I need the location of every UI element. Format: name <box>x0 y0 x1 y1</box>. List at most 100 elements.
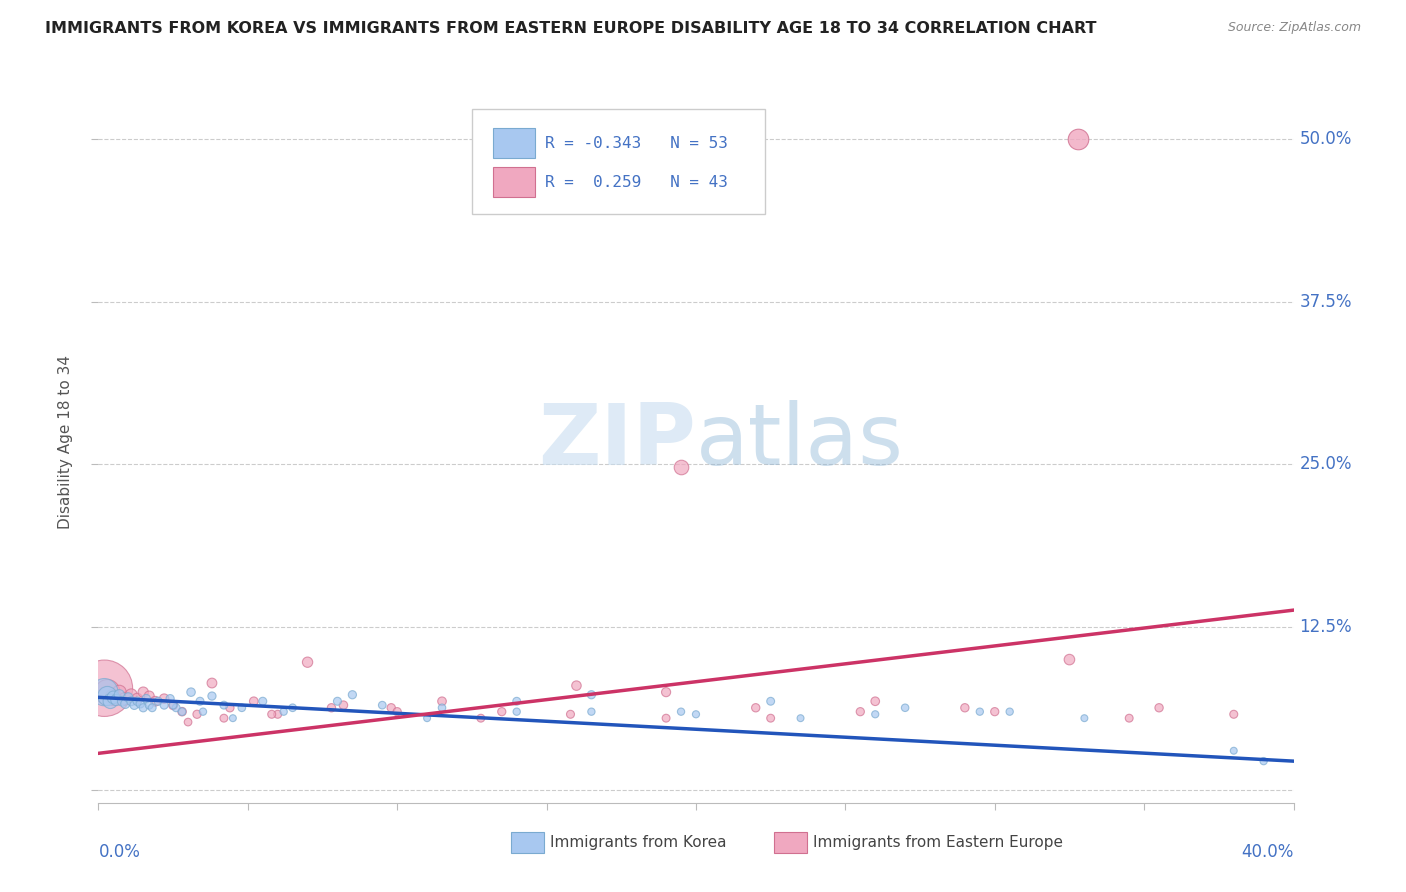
Point <box>103 690 125 705</box>
Point <box>117 690 139 705</box>
Text: atlas: atlas <box>696 400 904 483</box>
Point <box>172 705 194 719</box>
Y-axis label: Disability Age 18 to 34: Disability Age 18 to 34 <box>58 354 73 529</box>
Point <box>159 691 181 706</box>
Point <box>96 689 118 703</box>
Point <box>153 691 176 706</box>
Text: Immigrants from Eastern Europe: Immigrants from Eastern Europe <box>813 835 1063 850</box>
Text: 0.0%: 0.0% <box>98 843 141 861</box>
FancyBboxPatch shape <box>510 831 544 854</box>
Text: 12.5%: 12.5% <box>1299 618 1353 636</box>
Point <box>380 700 402 714</box>
Point <box>1118 711 1140 725</box>
Point <box>789 711 811 725</box>
Point <box>849 705 872 719</box>
Point <box>1067 132 1090 146</box>
Point <box>231 700 253 714</box>
Point <box>201 689 224 703</box>
Point <box>172 705 194 719</box>
Point <box>581 688 603 702</box>
Point <box>894 700 917 714</box>
Point <box>655 685 678 699</box>
Point <box>141 700 163 714</box>
Point <box>212 698 235 713</box>
Point <box>120 688 142 702</box>
Point <box>114 691 136 706</box>
Point <box>222 711 245 725</box>
Point <box>180 685 202 699</box>
Point <box>108 688 131 702</box>
Text: IMMIGRANTS FROM KOREA VS IMMIGRANTS FROM EASTERN EUROPE DISABILITY AGE 18 TO 34 : IMMIGRANTS FROM KOREA VS IMMIGRANTS FROM… <box>45 21 1097 37</box>
Point <box>135 691 157 706</box>
Point <box>103 690 125 705</box>
Point <box>685 707 707 722</box>
Text: 50.0%: 50.0% <box>1299 130 1353 148</box>
Point <box>124 698 146 713</box>
Text: Source: ZipAtlas.com: Source: ZipAtlas.com <box>1227 21 1361 35</box>
Point <box>120 694 142 708</box>
Point <box>953 700 976 714</box>
FancyBboxPatch shape <box>494 167 534 197</box>
Point <box>96 685 118 699</box>
Point <box>148 694 170 708</box>
Point <box>371 698 394 713</box>
Point <box>98 694 122 708</box>
Text: ZIP: ZIP <box>538 400 696 483</box>
Point <box>129 697 152 711</box>
Point <box>93 685 115 699</box>
FancyBboxPatch shape <box>472 109 765 214</box>
Point <box>865 707 887 722</box>
Point <box>759 711 782 725</box>
Point <box>430 700 453 714</box>
Point <box>165 700 187 714</box>
Point <box>153 698 176 713</box>
Point <box>188 694 211 708</box>
Text: 40.0%: 40.0% <box>1241 843 1294 861</box>
Point <box>1223 707 1246 722</box>
Point <box>127 694 149 708</box>
Point <box>1059 652 1081 666</box>
Text: Immigrants from Korea: Immigrants from Korea <box>550 835 727 850</box>
Point <box>143 694 166 708</box>
Point <box>105 693 128 707</box>
Point <box>560 707 582 722</box>
Point <box>111 694 134 708</box>
Point <box>267 707 290 722</box>
Point <box>138 689 160 703</box>
Point <box>506 705 529 719</box>
Point <box>669 459 692 474</box>
Point <box>430 694 453 708</box>
Point <box>243 694 266 708</box>
Point <box>93 681 115 696</box>
Text: R =  0.259   N = 43: R = 0.259 N = 43 <box>546 175 728 190</box>
Point <box>326 694 349 708</box>
Point <box>132 700 155 714</box>
Point <box>252 694 274 708</box>
Point <box>132 685 155 699</box>
Point <box>332 698 354 713</box>
Point <box>297 655 319 669</box>
Point <box>162 698 184 713</box>
Point <box>212 711 235 725</box>
Point <box>1073 711 1095 725</box>
Text: 25.0%: 25.0% <box>1299 455 1353 474</box>
Point <box>114 697 136 711</box>
Point <box>506 694 529 708</box>
Point <box>138 698 160 713</box>
Point <box>273 705 295 719</box>
Point <box>177 715 200 730</box>
Point <box>191 705 214 719</box>
Point <box>186 707 208 722</box>
Point <box>127 691 149 706</box>
Point <box>416 711 439 725</box>
Point <box>470 711 492 725</box>
FancyBboxPatch shape <box>494 128 534 158</box>
Point <box>342 688 364 702</box>
Point <box>1223 744 1246 758</box>
Point <box>162 698 184 713</box>
Point <box>201 676 224 690</box>
Point <box>984 705 1007 719</box>
Point <box>969 705 991 719</box>
Point <box>385 705 409 719</box>
Point <box>1147 700 1170 714</box>
